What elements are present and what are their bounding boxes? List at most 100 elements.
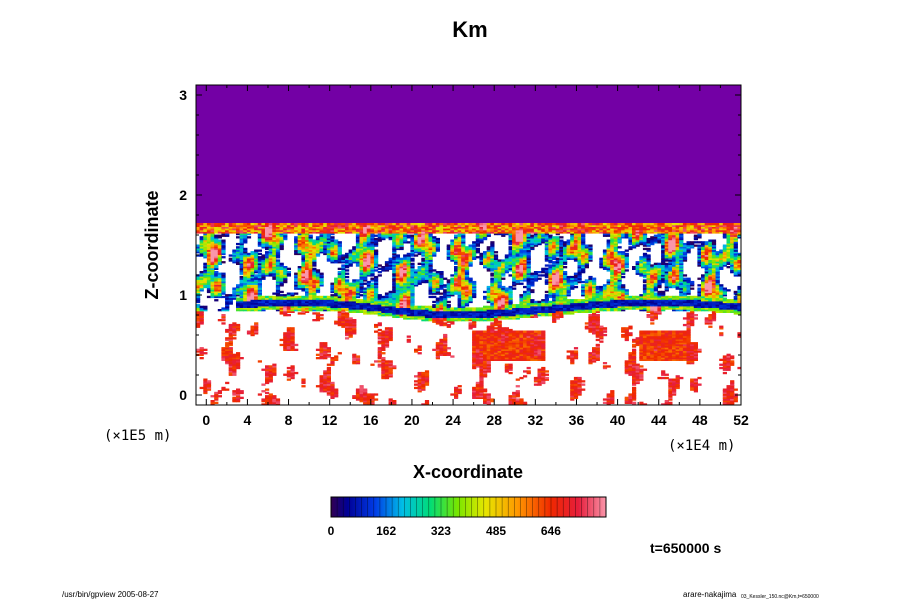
heatmap-cell (323, 355, 328, 358)
heatmap-cell (294, 246, 299, 249)
heatmap-cell (275, 241, 281, 244)
heatmap-cell (199, 277, 204, 280)
heatmap-cell (290, 373, 295, 376)
heatmap-cell (399, 309, 404, 312)
heatmap-cell (446, 319, 451, 322)
heatmap-cell (523, 261, 528, 264)
heatmap-cell (345, 264, 350, 267)
heatmap-cell (381, 237, 386, 241)
heatmap-cell (508, 366, 513, 370)
heatmap-cell (504, 300, 509, 304)
heatmap-cell (370, 259, 375, 262)
heatmap-cell (486, 403, 491, 405)
heatmap-cell (345, 224, 350, 227)
heatmap-cell (403, 275, 408, 279)
heatmap-cell (508, 309, 513, 312)
heatmap-cell (406, 228, 411, 231)
heatmap-cell (301, 307, 306, 310)
heatmap-cell (457, 231, 462, 234)
heatmap-cell (199, 353, 204, 356)
heatmap-cell (232, 228, 237, 231)
heatmap-cell (388, 299, 393, 302)
heatmap-cell (290, 327, 295, 330)
heatmap-cell (428, 228, 433, 231)
heatmap-cell (504, 357, 509, 360)
heatmap-cell (370, 304, 375, 307)
heatmap-cell (421, 239, 426, 242)
heatmap-cell (203, 275, 208, 279)
heatmap-cell (417, 390, 422, 393)
heatmap-cell (366, 401, 371, 404)
heatmap-cell (479, 317, 484, 320)
heatmap-cell (468, 251, 473, 254)
heatmap-cell (355, 247, 361, 251)
heatmap-cell (493, 275, 499, 279)
heatmap-cell (305, 223, 310, 226)
heatmap-cell (384, 292, 390, 295)
heatmap-cell (493, 272, 499, 275)
heatmap-cell (210, 237, 215, 241)
heatmap-cell (374, 226, 379, 229)
heatmap-cell (475, 391, 480, 395)
heatmap-cell (305, 232, 310, 236)
heatmap-cell (305, 299, 310, 302)
heatmap-cell (334, 239, 339, 242)
heatmap-cell (257, 266, 262, 269)
heatmap-cell (454, 307, 459, 310)
heatmap-cell (221, 285, 226, 289)
heatmap-cell (515, 333, 520, 337)
heatmap-cell (497, 310, 502, 313)
heatmap-cell (403, 262, 408, 265)
heatmap-cell (519, 237, 524, 241)
heatmap-cell (443, 299, 448, 302)
heatmap-cell (246, 272, 252, 275)
heatmap-cell (272, 246, 277, 249)
heatmap-cell (312, 229, 317, 232)
heatmap-cell (483, 307, 488, 310)
heatmap-cell (432, 224, 437, 227)
heatmap-cell (468, 290, 473, 294)
heatmap-cell (355, 252, 361, 256)
heatmap-cell (490, 267, 495, 270)
heatmap-cell (210, 242, 215, 246)
heatmap-cell (275, 277, 281, 280)
heatmap-cell (315, 385, 321, 388)
heatmap-cell (403, 295, 408, 299)
heatmap-cell (406, 340, 411, 343)
heatmap-cell (279, 244, 284, 247)
heatmap-cell (508, 249, 513, 252)
heatmap-cell (526, 350, 531, 353)
heatmap-cell (366, 312, 371, 315)
heatmap-cell (428, 231, 433, 234)
heatmap-cell (290, 223, 295, 226)
heatmap-cell (206, 275, 212, 279)
heatmap-cell (221, 252, 226, 256)
heatmap-cell (381, 373, 386, 376)
heatmap-cell (268, 262, 273, 265)
heatmap-cell (283, 223, 288, 226)
heatmap-cell (479, 365, 484, 368)
heatmap-cell (315, 237, 321, 241)
heatmap-cell (490, 246, 495, 249)
heatmap-cell (483, 357, 488, 360)
heatmap-cell (406, 267, 411, 270)
heatmap-cell (457, 234, 462, 237)
heatmap-cell (421, 383, 426, 386)
heatmap-cell (374, 261, 379, 264)
heatmap-cell (512, 307, 517, 310)
heatmap-cell (250, 231, 255, 234)
heatmap-cell (457, 319, 462, 322)
heatmap-cell (225, 362, 230, 365)
heatmap-cell (312, 304, 317, 307)
heatmap-cell (315, 317, 321, 320)
heatmap-cell (501, 343, 506, 347)
heatmap-cell (217, 242, 222, 246)
heatmap-cell (286, 304, 291, 307)
heatmap-cell (432, 246, 437, 249)
heatmap-cell (479, 383, 484, 386)
heatmap-cell (461, 319, 466, 322)
heatmap-cell (395, 315, 400, 318)
heatmap-cell (341, 312, 346, 315)
heatmap-cell (246, 305, 252, 308)
heatmap-cell (417, 383, 422, 386)
